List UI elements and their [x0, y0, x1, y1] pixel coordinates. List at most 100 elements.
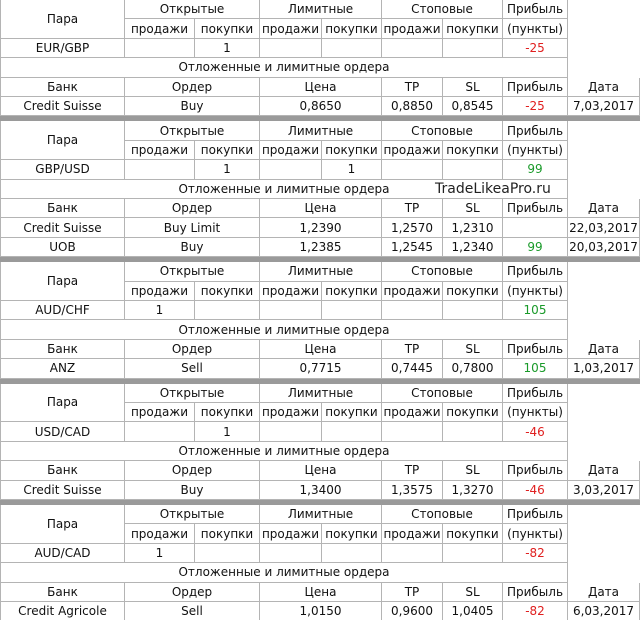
section-title: Отложенные и лимитные ордера — [0, 179, 568, 199]
subheader-cell: покупки — [195, 524, 260, 544]
order-cell: 0,8850 — [382, 97, 443, 117]
order-cell: Sell — [125, 602, 260, 620]
order-header-cell: TP — [382, 339, 443, 360]
order-header-cell: SL — [443, 582, 503, 602]
position-cell — [443, 160, 503, 180]
header-cell: Открытые — [125, 262, 260, 282]
subheader-cell: продажи — [382, 19, 443, 39]
subheader-cell: покупки — [443, 524, 503, 544]
profit-cell: 105 — [503, 301, 568, 321]
order-header-cell: SL — [443, 461, 503, 481]
subheader-cell: покупки — [322, 524, 382, 544]
header-cell: Лимитные — [260, 0, 382, 20]
order-header-cell: Цена — [260, 199, 382, 219]
subheader-cell: покупки — [322, 281, 382, 301]
order-cell: 1,2570 — [382, 218, 443, 238]
order-cell: 3,03,2017 — [568, 480, 640, 500]
subheader-cell: покупки — [322, 140, 382, 161]
position-cell: 1 — [125, 301, 195, 321]
order-cell: 0,7800 — [443, 359, 503, 379]
order-header-cell: Дата — [568, 461, 640, 481]
subheader-cell: покупки — [443, 403, 503, 423]
block-separator — [0, 257, 640, 263]
order-header-cell: Ордер — [125, 199, 260, 219]
order-cell: 1,2340 — [443, 237, 503, 258]
order-cell: 1,3270 — [443, 480, 503, 500]
subheader-cell: продажи — [382, 403, 443, 423]
position-cell — [382, 160, 443, 180]
order-header-cell: Цена — [260, 77, 382, 97]
subheader-cell: продажи — [260, 524, 322, 544]
subheader-cell: продажи — [260, 281, 322, 301]
header-cell: Прибыль — [503, 383, 568, 403]
subheader-cell: покупки — [322, 403, 382, 423]
subheader-cell: продажи — [125, 524, 195, 544]
position-cell — [322, 38, 382, 59]
subheader-cell: покупки — [443, 140, 503, 161]
block-separator — [0, 116, 640, 122]
order-header-cell: Банк — [0, 582, 125, 602]
order-cell: Buy — [125, 237, 260, 258]
order-header-cell: Банк — [0, 199, 125, 219]
order-header-cell: TP — [382, 199, 443, 219]
profit-cell: -25 — [503, 38, 568, 59]
order-header-cell: Прибыль — [503, 461, 568, 481]
header-cell: Стоповые — [382, 262, 503, 282]
profit-cell: 99 — [503, 160, 568, 180]
position-cell: 1 — [322, 160, 382, 180]
header-cell: Пара — [0, 262, 125, 301]
header-cell: Прибыль — [503, 505, 568, 525]
order-cell: ANZ — [0, 359, 125, 379]
subheader-cell: (пункты) — [503, 403, 568, 423]
position-cell — [322, 543, 382, 564]
subheader-cell: продажи — [382, 281, 443, 301]
header-cell: Открытые — [125, 0, 260, 20]
header-cell: Стоповые — [382, 121, 503, 141]
order-cell: Buy Limit — [125, 218, 260, 238]
subheader-cell: продажи — [260, 19, 322, 39]
section-title: Отложенные и лимитные ордера — [0, 441, 568, 462]
subheader-cell: (пункты) — [503, 19, 568, 39]
order-cell: 20,03,2017 — [568, 237, 640, 258]
header-cell: Стоповые — [382, 505, 503, 525]
header-cell: Открытые — [125, 505, 260, 525]
order-cell: 0,7445 — [382, 359, 443, 379]
header-cell: Лимитные — [260, 262, 382, 282]
order-cell: Buy — [125, 480, 260, 500]
position-cell — [260, 301, 322, 321]
order-cell: Credit Suisse — [0, 480, 125, 500]
order-cell: 1,2310 — [443, 218, 503, 238]
order-header-cell: Дата — [568, 199, 640, 219]
subheader-cell: продажи — [260, 140, 322, 161]
order-cell: -25 — [503, 97, 568, 117]
order-cell: 6,03,2017 — [568, 602, 640, 620]
header-cell: Прибыль — [503, 0, 568, 20]
pair-cell: AUD/CHF — [0, 301, 125, 321]
subheader-cell: продажи — [382, 140, 443, 161]
order-cell: Buy — [125, 97, 260, 117]
order-header-cell: SL — [443, 77, 503, 97]
header-cell: Пара — [0, 505, 125, 544]
header-cell: Лимитные — [260, 383, 382, 403]
subheader-cell: (пункты) — [503, 281, 568, 301]
header-cell: Стоповые — [382, 383, 503, 403]
order-header-cell: Дата — [568, 582, 640, 602]
header-cell: Пара — [0, 383, 125, 423]
subheader-cell: продажи — [125, 403, 195, 423]
header-cell: Лимитные — [260, 505, 382, 525]
order-header-cell: Цена — [260, 339, 382, 360]
order-header-cell: Прибыль — [503, 339, 568, 360]
position-cell — [260, 160, 322, 180]
subheader-cell: покупки — [195, 403, 260, 423]
position-cell — [443, 422, 503, 442]
position-cell — [443, 38, 503, 59]
block-separator — [0, 378, 640, 384]
subheader-cell: покупки — [443, 281, 503, 301]
profit-cell: -82 — [503, 543, 568, 564]
header-cell: Стоповые — [382, 0, 503, 20]
position-cell — [125, 422, 195, 442]
position-cell: 1 — [195, 160, 260, 180]
order-header-cell: Прибыль — [503, 77, 568, 97]
subheader-cell: покупки — [195, 140, 260, 161]
section-title: Отложенные и лимитные ордера — [0, 320, 568, 340]
